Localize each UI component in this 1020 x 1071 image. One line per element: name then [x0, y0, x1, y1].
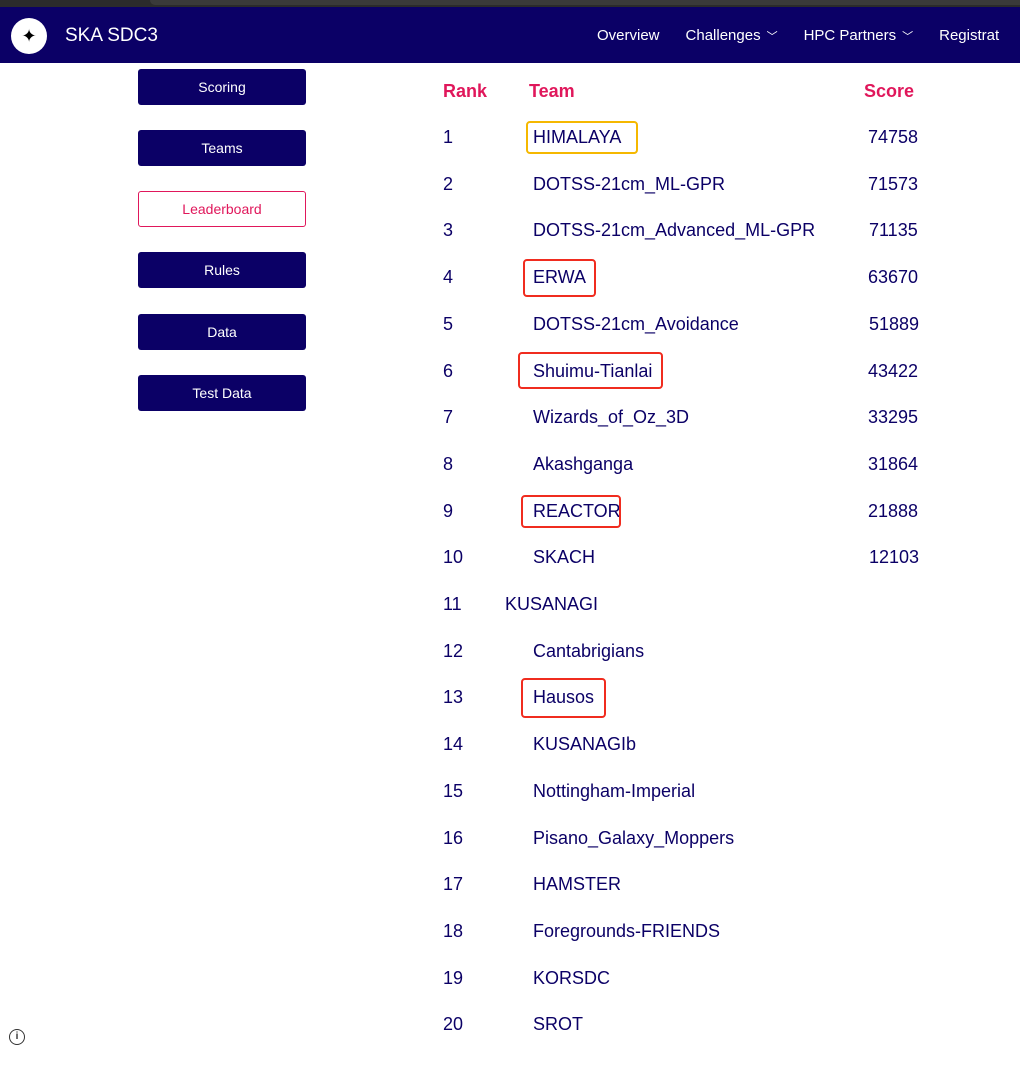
rank-cell: 5 — [443, 313, 454, 334]
rank-cell: 18 — [443, 920, 464, 941]
top-navbar: ✦ SKA SDC3 Overview Challenges ﹀ HPC Part… — [0, 7, 1020, 63]
rank-cell: 11 — [443, 594, 462, 614]
rank-cell: 19 — [443, 967, 464, 988]
team-cell: DOTSS-21cm_ML-GPR — [533, 173, 726, 194]
team-cell: Wizards_of_Oz_3D — [533, 407, 690, 428]
chevron-down-icon: ﹀ — [902, 31, 914, 43]
score-cell: 71573 — [868, 173, 919, 194]
nav-label: Challenges — [685, 27, 761, 44]
rank-cell: 8 — [443, 453, 454, 474]
sidebar-leaderboard-button[interactable]: Leaderboard — [138, 191, 306, 227]
score-cell: 63670 — [868, 267, 919, 288]
brand-title[interactable]: SKA SDC3 — [65, 25, 158, 46]
sidebar-test-data-button[interactable]: Test Data — [138, 375, 306, 411]
highlight-box — [523, 259, 596, 297]
team-cell: SKACH — [533, 547, 596, 568]
score-cell: 12103 — [869, 547, 920, 568]
highlight-box — [526, 121, 638, 154]
team-cell: Cantabrigians — [533, 640, 645, 661]
rank-cell: 12 — [443, 640, 464, 661]
rank-cell: 9 — [443, 500, 454, 521]
score-cell: 43422 — [868, 360, 919, 381]
nav-registration[interactable]: Registrat — [939, 27, 999, 44]
team-cell: Hausos — [533, 687, 595, 708]
team-column-header: Team — [529, 81, 575, 101]
info-icon[interactable]: i — [9, 1029, 25, 1045]
team-cell: KUSANAGI — [505, 594, 599, 614]
nav-hpc-partners[interactable]: HPC Partners ﹀ — [804, 27, 914, 44]
nav-overview[interactable]: Overview — [597, 27, 660, 44]
nav-challenges[interactable]: Challenges ﹀ — [686, 27, 778, 44]
rank-cell: 17 — [443, 874, 464, 895]
highlight-box — [521, 495, 621, 528]
rank-cell: 10 — [443, 547, 464, 568]
team-cell: DOTSS-21cm_Advanced_ML-GPR — [533, 220, 816, 241]
score-cell: 33295 — [868, 407, 919, 428]
team-cell: KUSANAGIb — [533, 734, 637, 755]
sidebar-teams-button[interactable]: Teams — [138, 130, 306, 166]
team-cell: Nottingham-Imperial — [533, 780, 696, 801]
team-cell: REACTOR — [533, 500, 621, 521]
team-cell: ERWA — [533, 267, 587, 288]
team-cell: HAMSTER — [533, 874, 622, 895]
rank-cell: 20 — [443, 1014, 464, 1035]
rank-cell: 1 — [443, 127, 454, 147]
score-cell: 51889 — [869, 313, 920, 334]
rank-cell: 16 — [443, 827, 464, 848]
rank-cell: 13 — [443, 687, 464, 708]
rank-cell: 3 — [443, 220, 454, 241]
sidebar-scoring-button[interactable]: Scoring — [138, 69, 306, 105]
star-icon[interactable]: ✦ — [11, 18, 47, 54]
team-cell: HIMALAYA — [533, 127, 622, 147]
chevron-down-icon: ﹀ — [766, 31, 778, 43]
score-cell: 21888 — [868, 500, 919, 521]
nav-label: Overview — [597, 27, 660, 44]
score-cell: 74758 — [868, 127, 919, 147]
highlight-box — [521, 678, 606, 718]
team-cell: Shuimu-Tianlai — [533, 360, 653, 381]
highlight-box — [518, 352, 663, 389]
rank-cell: 4 — [443, 267, 454, 288]
team-cell: Akashganga — [533, 453, 634, 474]
sidebar-data-button[interactable]: Data — [138, 314, 306, 350]
score-cell: 71135 — [869, 220, 918, 241]
score-cell: 31864 — [868, 453, 919, 474]
rank-cell: 15 — [443, 780, 464, 801]
nav-label: Registrat — [939, 27, 1000, 44]
team-cell: Foregrounds-FRIENDS — [533, 920, 721, 941]
team-cell: DOTSS-21cm_Avoidance — [533, 313, 739, 334]
team-cell: Pisano_Galaxy_Moppers — [533, 827, 735, 848]
sidebar-rules-button[interactable]: Rules — [138, 252, 306, 288]
score-column-header: Score — [864, 81, 915, 101]
rank-cell: 7 — [443, 407, 454, 428]
rank-column-header: Rank — [443, 81, 488, 101]
rank-cell: 14 — [443, 734, 464, 755]
browser-top-strip — [0, 0, 1020, 7]
team-cell: KORSDC — [533, 967, 611, 988]
rank-cell: 2 — [443, 173, 454, 194]
rank-cell: 6 — [443, 360, 454, 381]
nav-label: HPC Partners — [803, 27, 897, 44]
team-cell: SROT — [533, 1014, 584, 1035]
